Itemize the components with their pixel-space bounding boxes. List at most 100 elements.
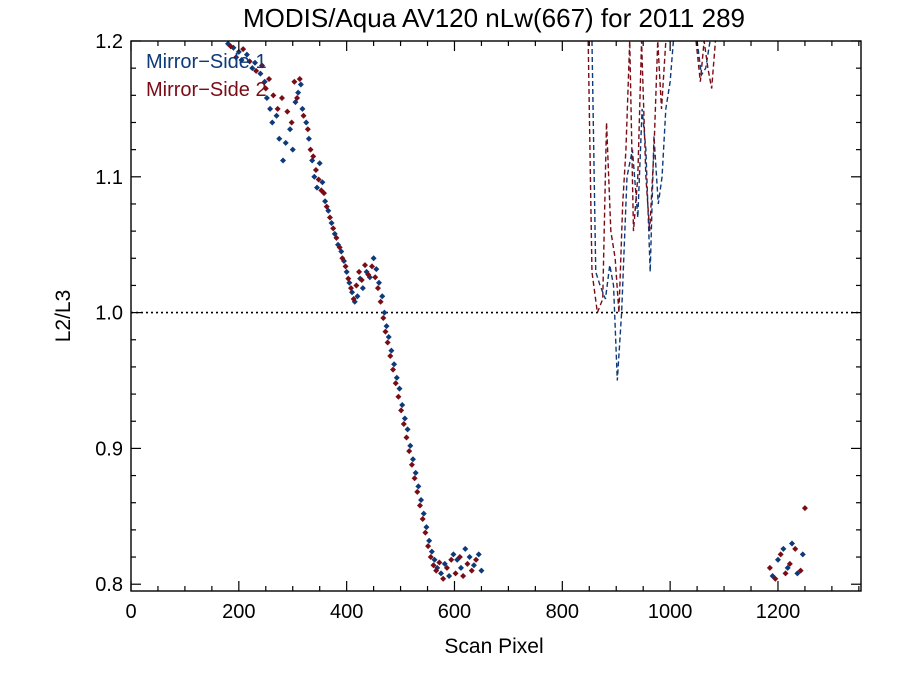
x-tick-label: 800 xyxy=(546,601,579,623)
series-2-point xyxy=(419,516,426,523)
series-2-point xyxy=(300,112,307,119)
series-1-point xyxy=(261,78,268,85)
series-1-point xyxy=(799,551,806,558)
series-1-point xyxy=(314,184,321,191)
series-2-point xyxy=(801,505,808,512)
series-2-point xyxy=(336,244,343,251)
series-2-point xyxy=(436,559,443,566)
series-1-point xyxy=(354,293,361,300)
series-1-dashed-line-2 xyxy=(696,41,711,77)
series-2-point xyxy=(227,43,234,50)
series-1-point xyxy=(415,483,422,490)
series-2-point xyxy=(347,285,354,292)
y-tick-label: 1.0 xyxy=(95,303,123,325)
y-tick-label: 0.9 xyxy=(95,438,123,460)
series-1-point xyxy=(457,564,464,571)
series-2-point xyxy=(425,543,432,550)
series-2-point xyxy=(284,108,291,115)
series-2-dashed-line-1 xyxy=(587,41,667,316)
legend-mirror-side-1: Mirror−Side 1 xyxy=(146,51,267,73)
series-1-point xyxy=(273,112,280,119)
series-1-point xyxy=(428,548,435,555)
series-2-point xyxy=(473,556,480,563)
x-tick-label: 600 xyxy=(438,601,471,623)
series-1-point xyxy=(409,456,416,463)
series-1-point xyxy=(399,401,406,408)
series-2-point xyxy=(797,567,804,574)
series-2-point xyxy=(460,573,467,580)
series-1-point xyxy=(788,540,795,547)
series-1-point xyxy=(297,81,304,88)
series-2-point xyxy=(792,545,799,552)
series-1-point xyxy=(373,266,380,273)
series-2-point xyxy=(403,434,410,441)
series-1-point xyxy=(391,361,398,368)
series-2-point xyxy=(345,275,352,282)
series-2-point xyxy=(296,76,303,83)
series-2-point xyxy=(408,461,415,468)
series-1-point xyxy=(305,135,312,142)
series-2-point xyxy=(365,271,372,278)
series-2-point xyxy=(448,556,455,563)
series-2-point xyxy=(384,339,391,346)
x-tick-label: 1200 xyxy=(756,601,801,623)
series-2-point xyxy=(356,268,363,275)
series-1-point xyxy=(359,285,366,292)
series-2-point xyxy=(304,126,311,133)
series-2-point xyxy=(253,67,260,74)
series-2-point xyxy=(390,366,397,373)
series-1-point xyxy=(343,268,350,275)
series-2-point xyxy=(310,153,317,160)
series-2-point xyxy=(372,274,379,281)
series-2-point xyxy=(772,575,779,582)
series-1-point xyxy=(235,48,242,55)
series-2-point xyxy=(414,488,421,495)
series-1-point xyxy=(407,442,414,449)
series-2-point xyxy=(270,92,277,99)
series-1-point xyxy=(289,146,296,153)
series-2-point xyxy=(278,95,285,102)
series-2-point xyxy=(398,407,405,414)
series-1-point xyxy=(423,524,430,531)
series-2-point xyxy=(395,393,402,400)
series-2-point xyxy=(326,214,333,221)
series-2-point xyxy=(321,190,328,197)
series-2-point xyxy=(400,420,407,427)
series-2-point xyxy=(392,380,399,387)
series-1-point xyxy=(383,323,390,330)
series-2-point xyxy=(350,296,357,303)
series-1-point xyxy=(328,219,335,226)
series-2-point xyxy=(315,176,322,183)
series-2-point xyxy=(786,560,793,567)
series-1-point xyxy=(379,293,386,300)
series-1-point xyxy=(269,119,276,126)
series-1-point xyxy=(450,551,457,558)
series-1-point xyxy=(784,564,791,571)
series-1-point xyxy=(418,497,425,504)
series-1-point xyxy=(319,179,326,186)
series-2-point xyxy=(406,448,413,455)
series-2-point xyxy=(782,570,789,577)
series-1-point xyxy=(295,89,302,96)
plot-area: 0 200 400 600 800 1000 1200 0.8 0.9 1.0 1.1 1.2 xyxy=(95,31,862,623)
series-2-point xyxy=(464,560,471,567)
series-2-point xyxy=(294,95,301,102)
series-1-dashed-line-1 xyxy=(591,41,675,381)
series-2-point xyxy=(377,298,384,305)
series-2-point xyxy=(233,54,240,61)
series-2-point xyxy=(288,119,295,126)
series-1-point xyxy=(385,334,392,341)
series-2-point xyxy=(342,263,349,270)
series-1-point xyxy=(393,374,400,381)
series-2-point xyxy=(291,78,298,85)
series-2-point xyxy=(353,282,360,289)
series-1-point xyxy=(774,556,781,563)
series-1-point xyxy=(412,469,419,476)
series-2-point xyxy=(422,529,429,536)
series-1-point xyxy=(287,126,294,133)
y-tick-label: 0.8 xyxy=(95,574,123,596)
data-marks xyxy=(225,41,808,582)
series-2-point xyxy=(416,502,423,509)
series-1-point xyxy=(404,426,411,433)
